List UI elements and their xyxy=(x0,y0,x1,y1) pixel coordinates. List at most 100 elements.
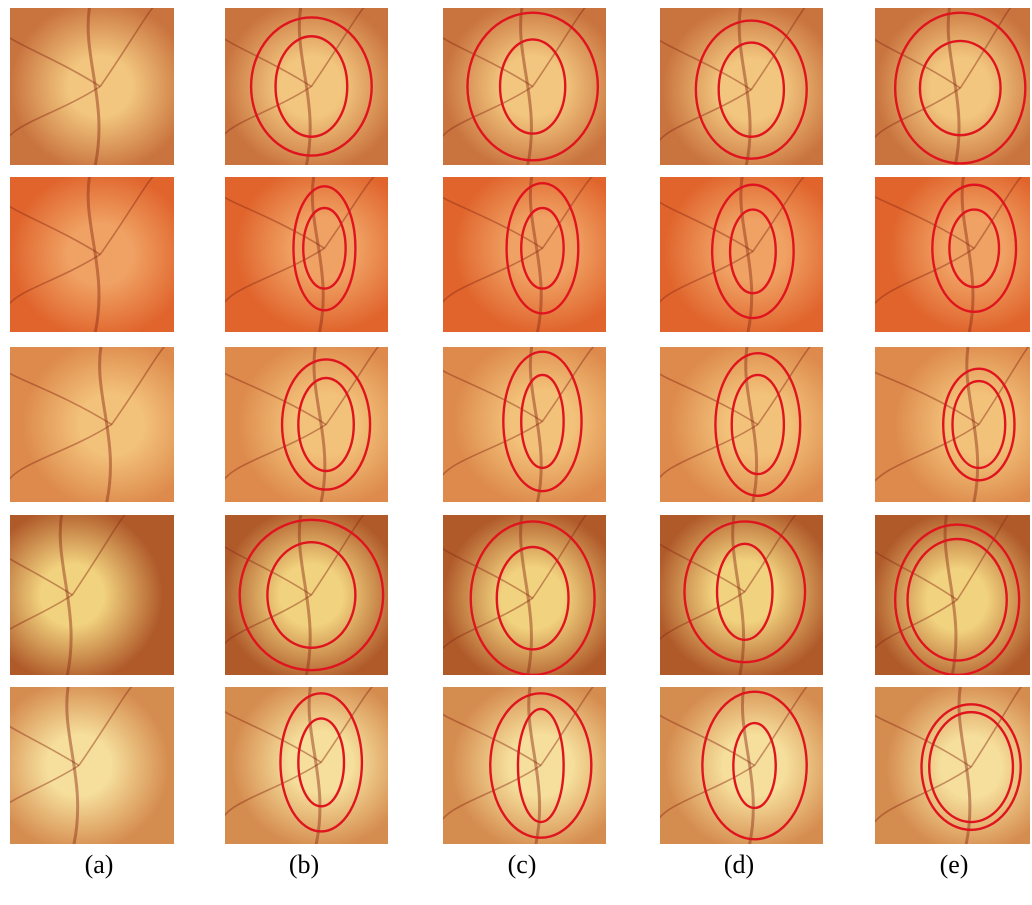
optic-disc-outline xyxy=(941,367,1016,482)
blood-vessel xyxy=(10,253,101,305)
optic-cup-outline xyxy=(516,707,565,824)
fundus-background xyxy=(443,515,606,675)
blood-vessel xyxy=(443,547,534,599)
optic-disc-outline xyxy=(694,19,808,160)
fundus-image-r1-c xyxy=(443,8,606,165)
blood-vessel xyxy=(875,714,972,768)
blood-vessel xyxy=(875,423,980,482)
blood-vessel xyxy=(965,347,980,502)
blood-vessel xyxy=(225,38,312,88)
blood-vessel xyxy=(541,347,595,422)
blood-vessel xyxy=(660,201,754,253)
optic-cup-outline xyxy=(918,39,1002,137)
blood-vessel xyxy=(225,761,322,817)
blood-vessel xyxy=(225,710,322,764)
fundus-image-r3-e xyxy=(875,347,1030,502)
blood-vessel xyxy=(10,423,113,480)
column-label-a: (a) xyxy=(84,850,114,879)
blood-vessel xyxy=(225,85,312,135)
blood-vessel xyxy=(753,687,808,766)
blood-vessel xyxy=(443,764,542,821)
blood-vessel xyxy=(527,687,542,844)
blood-vessel xyxy=(443,420,543,477)
blood-vessel xyxy=(443,247,543,304)
blood-vessel xyxy=(111,347,166,425)
fundus-image-r3-d xyxy=(660,347,823,502)
fundus-image-r4-c xyxy=(443,515,606,675)
blood-vessel xyxy=(323,177,375,249)
blood-vessel xyxy=(531,8,586,87)
fundus-background xyxy=(660,8,823,165)
optic-cup-outline xyxy=(520,373,565,470)
blood-vessel xyxy=(443,196,543,249)
optic-disc-outline xyxy=(714,351,802,498)
optic-disc-outline xyxy=(931,183,1018,314)
blood-vessel xyxy=(946,8,961,165)
fundus-background xyxy=(443,687,606,844)
optic-disc-outline xyxy=(710,183,795,320)
fundus-background xyxy=(10,177,174,332)
fundus-background xyxy=(225,687,388,844)
fundus-image-r4-a xyxy=(10,515,174,675)
optic-disc-outline xyxy=(469,520,596,675)
blood-vessel xyxy=(10,594,73,631)
blood-vessel xyxy=(660,39,752,91)
fundus-image-r2-b xyxy=(225,177,388,332)
optic-cup-outline xyxy=(732,721,777,810)
blood-vessel xyxy=(750,8,806,91)
fundus-image-r5-b xyxy=(225,687,388,844)
blood-vessel xyxy=(225,372,327,426)
optic-disc-outline xyxy=(893,11,1027,165)
fundus-background xyxy=(660,347,823,502)
optic-cup-outline xyxy=(274,35,349,138)
fundus-image-r4-e xyxy=(875,515,1030,675)
optic-disc-outline xyxy=(920,703,1022,832)
blood-vessel xyxy=(443,36,534,88)
blood-vessel xyxy=(978,347,1030,425)
blood-vessel xyxy=(660,591,746,641)
blood-vessel xyxy=(744,515,797,593)
blood-vessel xyxy=(875,766,972,823)
blood-vessel xyxy=(519,515,533,675)
optic-disc-outline xyxy=(683,520,807,664)
fundus-background xyxy=(225,177,388,332)
blood-vessel xyxy=(875,38,961,89)
fundus-image-r2-a xyxy=(10,177,174,332)
blood-vessel xyxy=(225,196,325,249)
blood-vessel xyxy=(58,515,73,675)
optic-cup-outline xyxy=(715,542,774,642)
fundus-image-r1-b xyxy=(225,8,388,165)
fundus-image-r1-a xyxy=(10,8,174,165)
optic-disc-outline xyxy=(280,358,372,491)
blood-vessel xyxy=(10,372,113,426)
blood-vessel xyxy=(528,347,543,502)
blood-vessel xyxy=(739,177,754,332)
blood-vessel xyxy=(10,764,80,804)
fundus-image-r3-b xyxy=(225,347,388,502)
fundus-image-r3-a xyxy=(10,347,174,502)
blood-vessel xyxy=(65,687,80,844)
blood-vessel xyxy=(875,599,958,650)
blood-vessel xyxy=(660,764,755,819)
blood-vessel xyxy=(10,725,80,767)
blood-vessel xyxy=(752,177,805,252)
fundus-background xyxy=(10,8,174,165)
fundus-image-r5-a xyxy=(10,687,174,844)
blood-vessel xyxy=(78,687,133,766)
blood-vessel xyxy=(225,423,327,480)
blood-vessel xyxy=(875,371,980,426)
optic-cup-outline xyxy=(906,537,1008,662)
fundus-background xyxy=(660,687,823,844)
blood-vessel xyxy=(312,347,327,502)
optic-disc-outline xyxy=(505,182,580,315)
blood-vessel xyxy=(960,177,975,332)
blood-vessel xyxy=(71,515,126,596)
fundus-image-r1-e xyxy=(875,8,1030,165)
fundus-image-r3-c xyxy=(443,347,606,502)
blood-vessel xyxy=(297,515,312,675)
blood-vessel xyxy=(10,36,101,88)
fundus-image-r1-d xyxy=(660,8,823,165)
fundus-background xyxy=(660,177,823,332)
fundus-image-r5-c xyxy=(443,687,606,844)
blood-vessel xyxy=(660,423,759,479)
